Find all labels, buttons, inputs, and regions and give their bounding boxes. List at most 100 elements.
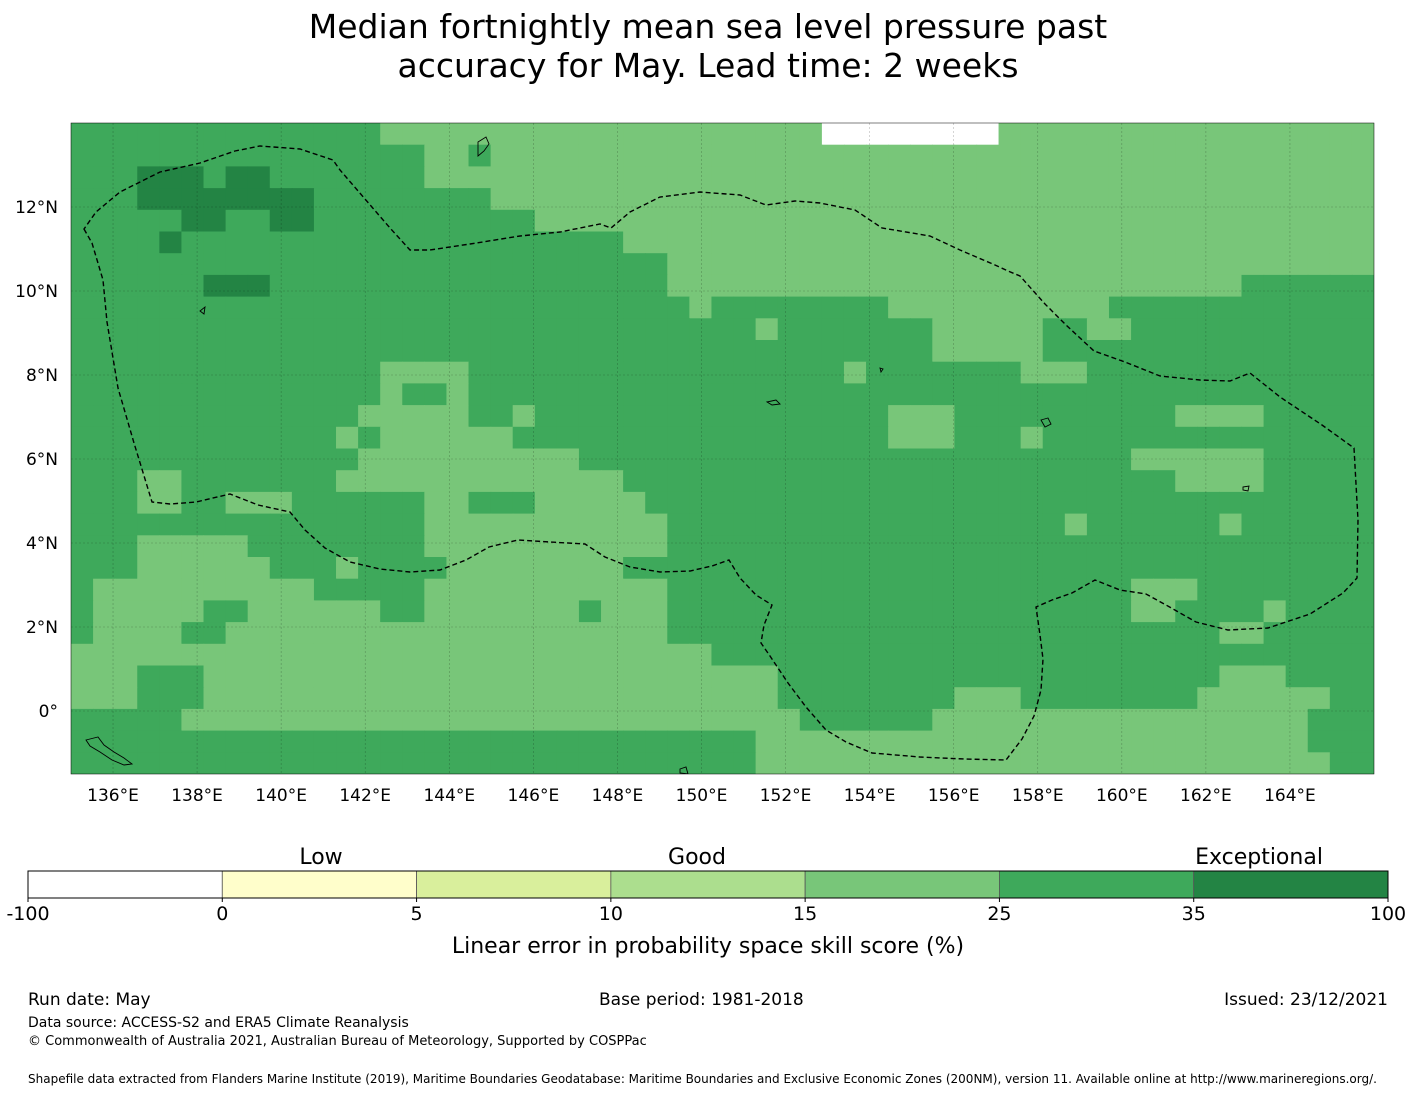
skill-cell — [821, 296, 845, 319]
skill-cell — [1219, 448, 1243, 471]
skill-cell — [336, 231, 359, 254]
skill-cell — [1329, 730, 1353, 753]
skill-cell — [976, 470, 1000, 493]
skill-cell — [976, 188, 1000, 211]
skill-cell — [313, 730, 337, 753]
skill-cell — [336, 622, 359, 645]
skill-cell — [733, 274, 757, 298]
skill-cell — [380, 405, 403, 428]
skill-cell — [1307, 405, 1331, 428]
skill-cell — [976, 665, 1000, 688]
skill-cell — [446, 383, 470, 406]
skill-cell — [490, 361, 514, 384]
skill-cell — [291, 491, 315, 515]
skill-cell — [821, 405, 845, 428]
skill-cell — [402, 730, 425, 753]
skill-cell — [468, 405, 492, 428]
skill-cell — [733, 448, 757, 471]
skill-cell — [1285, 578, 1309, 601]
skill-cell — [468, 426, 492, 450]
skill-cell — [291, 687, 315, 710]
skill-cell — [159, 600, 183, 623]
skill-cell — [601, 687, 624, 710]
skill-cell — [203, 209, 227, 233]
skill-cell — [1020, 274, 1044, 298]
skill-cell — [468, 448, 492, 471]
skill-cell — [1131, 383, 1154, 406]
skill-cell — [1219, 209, 1243, 233]
skill-cell — [1064, 318, 1088, 341]
skill-cell — [1307, 513, 1331, 536]
skill-cell — [1241, 188, 1265, 211]
skill-cell — [1064, 730, 1088, 753]
skill-cell — [645, 144, 668, 167]
skill-cell — [711, 752, 735, 774]
skill-cell — [755, 209, 779, 233]
skill-cell — [468, 557, 492, 580]
skill-cell — [1086, 557, 1110, 580]
skill-cell — [623, 491, 646, 515]
skill-cell — [1197, 361, 1221, 384]
skill-cell — [534, 752, 558, 774]
skill-cell — [115, 144, 138, 167]
skill-cell — [799, 600, 823, 623]
skill-cell — [689, 448, 713, 471]
skill-cell — [71, 491, 94, 515]
skill-cell — [689, 383, 713, 406]
skill-cell — [225, 491, 249, 515]
skill-cell — [866, 578, 889, 601]
skill-cell — [269, 730, 293, 753]
skill-cell — [424, 296, 448, 319]
skill-cell — [247, 123, 271, 146]
skill-cell — [601, 600, 624, 623]
eez-boundary — [83, 145, 1359, 761]
skill-cell — [777, 448, 801, 471]
skill-cell — [313, 665, 337, 688]
skill-cell — [1241, 730, 1265, 753]
skill-cell — [667, 600, 690, 623]
skill-cell — [932, 144, 955, 167]
skill-cell — [799, 340, 823, 363]
skill-cell — [932, 730, 955, 753]
skill-cell — [866, 209, 889, 233]
skill-cell — [71, 383, 94, 406]
skill-cell — [1197, 491, 1221, 515]
skill-cell — [1020, 622, 1044, 645]
skill-cell — [1263, 274, 1287, 298]
skill-cell — [1175, 708, 1198, 732]
skill-cell — [910, 730, 933, 753]
skill-cell — [888, 144, 911, 167]
skill-cell — [556, 535, 580, 558]
skill-cell — [777, 491, 801, 515]
skill-cell — [1131, 209, 1154, 233]
run-date: Run date: May — [28, 990, 151, 1010]
skill-cell — [446, 166, 470, 189]
skill-cell — [1108, 426, 1132, 450]
longitude-tick-label: 138°E — [171, 786, 223, 806]
skill-cell — [115, 557, 138, 580]
skill-cell — [623, 166, 646, 189]
skill-cell — [534, 643, 558, 667]
skill-cell — [203, 557, 227, 580]
skill-cell — [93, 274, 116, 298]
skill-cell — [380, 491, 403, 515]
skill-cell — [623, 340, 646, 363]
skill-cell — [446, 557, 470, 580]
skill-cell — [336, 752, 359, 774]
skill-cell — [711, 274, 735, 298]
skill-cell — [777, 188, 801, 211]
skill-cell — [247, 296, 271, 319]
skill-cell — [1131, 231, 1154, 254]
skill-cell — [954, 643, 978, 667]
skill-cell — [380, 557, 403, 580]
skill-cell — [888, 470, 911, 493]
skill-cell — [1219, 513, 1243, 536]
skill-cell — [733, 600, 757, 623]
skill-cell — [1086, 513, 1110, 536]
skill-cell — [159, 296, 183, 319]
skill-cell — [269, 513, 293, 536]
skill-cell — [755, 730, 779, 753]
skill-cell — [866, 340, 889, 363]
skill-cell — [1020, 426, 1044, 450]
skill-cell — [1086, 752, 1110, 774]
